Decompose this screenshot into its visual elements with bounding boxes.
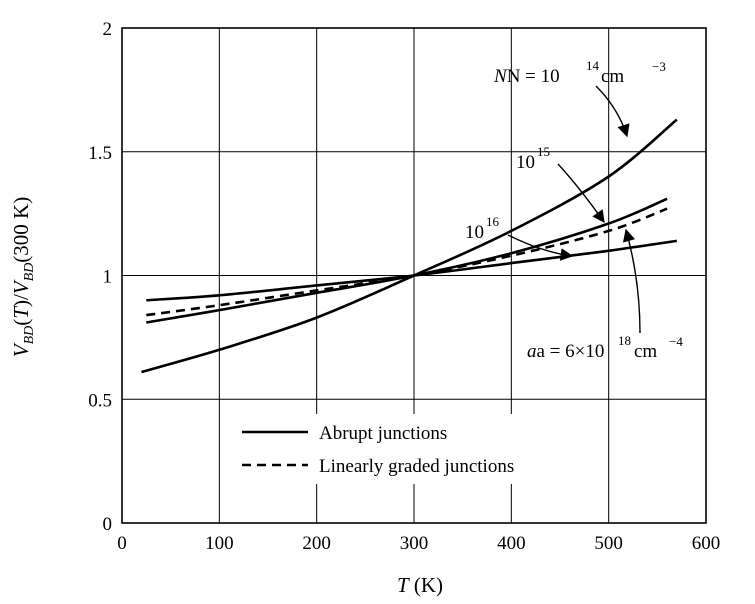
legend: Abrupt junctions Linearly graded junctio… [232, 414, 554, 484]
x-tick-label: 0 [117, 533, 127, 554]
x-tick-label: 200 [302, 533, 331, 554]
y-tick-label: 0 [103, 514, 113, 535]
x-tick-label: 500 [594, 533, 623, 554]
y-axis-label: VBD(T)/VBD(300 K) [9, 197, 37, 357]
y-tick-labels: 0 0.5 1 1.5 2 [88, 19, 112, 535]
y-tick-label: 1.5 [88, 143, 112, 164]
annotation-n16: 10 [465, 222, 484, 243]
series-line-n14 [141, 118, 678, 374]
x-tick-label: 600 [692, 533, 721, 554]
annotation-graded: aa = 6×10 [527, 341, 604, 362]
plot-frame [121, 27, 707, 524]
legend-box [232, 414, 554, 484]
y-tick-label: 1 [103, 267, 113, 288]
series-line-n16 [146, 239, 677, 302]
arrow-n14 [595, 85, 630, 138]
arrow-graded [622, 228, 641, 334]
legend-label-graded: Linearly graded junctions [319, 456, 514, 477]
annotation-n14: NN = 10 [493, 66, 560, 87]
annotation-n15-exp: 15 [537, 144, 550, 159]
annotation-n16-exp: 16 [486, 214, 500, 229]
annotation-n14-unit-exp: −3 [652, 59, 666, 74]
y-tick-label: 2 [103, 19, 113, 40]
annotation-graded-exp: 18 [618, 333, 631, 348]
legend-label-abrupt: Abrupt junctions [319, 423, 447, 444]
arrow-n16 [507, 234, 574, 261]
y-tick-label: 0.5 [88, 390, 112, 411]
annotation-n15: 10 [516, 152, 535, 173]
series-line-graded [146, 207, 668, 317]
x-axis-label: T (K) [397, 573, 443, 597]
annotation-n14-exp: 14 [586, 58, 600, 73]
series-layer [141, 118, 678, 374]
x-tick-label: 100 [205, 533, 234, 554]
x-tick-label: 400 [497, 533, 526, 554]
arrow-n15 [557, 163, 605, 224]
x-tick-labels: 0 100 200 300 400 500 600 [117, 533, 720, 554]
annotation-n14-unit: cm [601, 66, 624, 87]
annotation-graded-unit-exp: −4 [669, 334, 683, 349]
x-tick-label: 300 [400, 533, 429, 554]
annotation-graded-unit: cm [634, 341, 657, 362]
